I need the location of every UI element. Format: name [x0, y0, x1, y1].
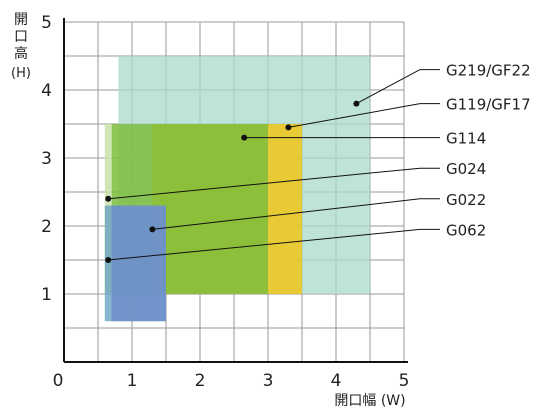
leader-line [356, 69, 421, 105]
x-tick-label: 3 [263, 371, 274, 391]
x-tick-label: 4 [331, 371, 342, 391]
series-label: G022 [446, 191, 486, 209]
y-tick-label: 5 [41, 13, 52, 33]
series-label: G024 [446, 160, 486, 178]
series-marker [285, 124, 292, 131]
leader-line [108, 167, 421, 200]
leader-line [108, 228, 421, 261]
y-axis-title-char: 高 [14, 46, 28, 62]
series-marker [149, 226, 156, 233]
series-marker [105, 195, 112, 202]
y-axis-title-char: 開 [14, 12, 28, 28]
x-tick-label: 0 [53, 371, 64, 391]
y-tick-label: 2 [41, 217, 52, 237]
series-marker [241, 134, 248, 141]
y-axis-title: 開 口 高 (H) [8, 12, 34, 82]
leader-line [288, 103, 421, 128]
series-label: G114 [446, 130, 486, 148]
x-tick-label: 5 [399, 371, 410, 391]
y-axis-title-char: 口 [14, 29, 28, 45]
series-marker [353, 100, 360, 107]
leader-line [152, 198, 421, 230]
series-label: G219/GF22 [446, 62, 531, 80]
y-tick-label: 4 [41, 81, 52, 101]
y-tick-label: 3 [41, 149, 52, 169]
y-axis-unit: (H) [11, 66, 31, 81]
series-label: G062 [446, 221, 486, 239]
x-tick-label: 1 [127, 371, 138, 391]
x-axis-title: 開口幅 (W) [334, 393, 405, 409]
x-tick-label: 2 [195, 371, 206, 391]
series-marker [105, 257, 112, 263]
y-tick-label: 1 [41, 285, 52, 305]
range-area [111, 205, 166, 322]
series-label: G119/GF17 [446, 96, 531, 114]
